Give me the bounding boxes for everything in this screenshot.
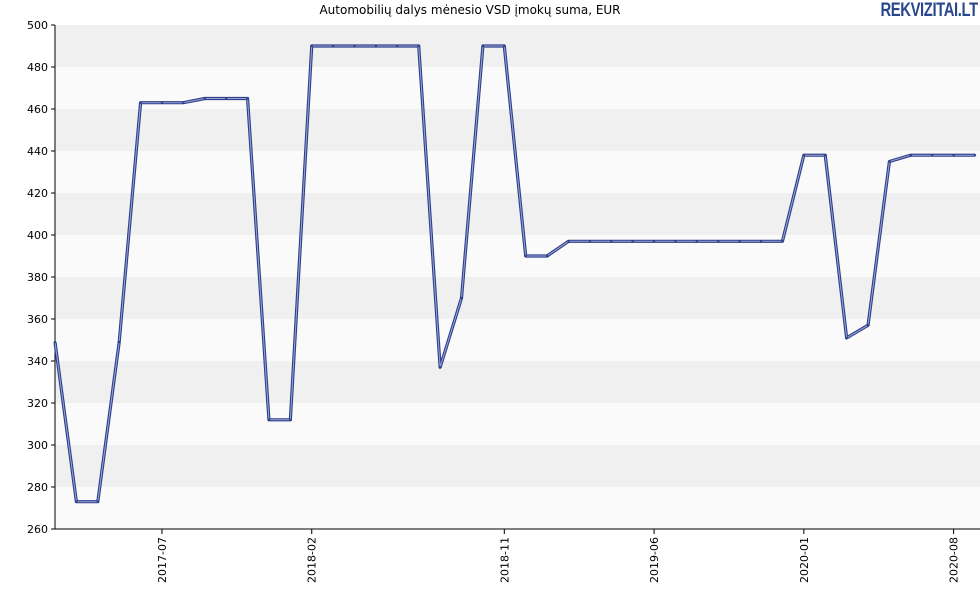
data-point (824, 154, 827, 157)
x-tick-label: 2019-06 (648, 537, 661, 583)
data-point (738, 240, 741, 243)
y-tick-label: 280 (27, 481, 48, 494)
data-point (460, 296, 463, 300)
grid-band (55, 235, 980, 277)
y-axis-ticks: 260 280 300 320 340 360 380 400 420 440 460 480 500 (27, 19, 55, 536)
data-point (224, 97, 228, 100)
y-tick-label: 420 (27, 187, 48, 200)
data-point (931, 154, 934, 157)
grid-band (55, 277, 980, 319)
series-line (54, 45, 975, 503)
data-point (759, 240, 763, 243)
x-tick-label: 2020-08 (948, 537, 961, 583)
x-tick-label: 2018-11 (498, 537, 511, 583)
data-point (267, 418, 271, 421)
y-tick-label: 260 (27, 523, 48, 536)
grid-band (55, 445, 980, 487)
x-tick-label: 2020-01 (798, 537, 811, 583)
data-point (481, 44, 485, 48)
y-tick-label: 320 (27, 397, 48, 410)
data-point (353, 44, 356, 48)
data-point (503, 44, 506, 48)
data-point (139, 101, 142, 104)
data-point (203, 97, 206, 100)
data-point (652, 240, 656, 243)
x-tick-label: 2017-07 (156, 537, 169, 583)
data-point (695, 240, 699, 243)
grid-band (55, 403, 980, 445)
data-point (53, 340, 57, 344)
grid-band (55, 193, 980, 235)
data-point (374, 44, 378, 48)
data-point (866, 324, 870, 327)
y-tick-label: 500 (27, 19, 48, 32)
x-tick-label: 2018-02 (306, 537, 319, 583)
data-point (909, 154, 913, 157)
data-point (246, 97, 249, 100)
data-point (610, 240, 613, 243)
y-tick-label: 400 (27, 229, 48, 242)
data-point (396, 44, 399, 48)
data-point (438, 366, 442, 369)
data-point (567, 240, 570, 243)
data-point (417, 44, 420, 48)
data-point (545, 254, 549, 258)
data-point (802, 154, 806, 157)
data-point (952, 154, 955, 157)
data-point (160, 101, 164, 104)
y-tick-label: 300 (27, 439, 48, 452)
y-tick-label: 440 (27, 145, 48, 158)
data-point (588, 240, 592, 243)
data-point (75, 500, 78, 503)
chart-title: Automobilių dalys mėnesio VSD įmokų suma… (319, 3, 621, 17)
y-tick-label: 340 (27, 355, 48, 368)
data-point (289, 418, 292, 421)
data-point (331, 44, 335, 48)
grid-band (55, 361, 980, 403)
grid-band (55, 487, 980, 529)
grid-bands (55, 25, 980, 529)
data-point (717, 240, 720, 243)
grid-band (55, 67, 980, 109)
y-tick-label: 380 (27, 271, 48, 284)
logo-tld-text: .LT (958, 0, 978, 21)
x-axis-ticks: 2017-07 2018-02 2018-11 2019-06 2020-01 2020-… (156, 529, 961, 583)
data-point (973, 154, 977, 157)
data-point (524, 254, 527, 258)
data-point (310, 44, 313, 48)
grid-band (55, 319, 980, 361)
data-point (631, 240, 634, 243)
data-point (117, 340, 121, 344)
y-tick-label: 460 (27, 103, 48, 116)
data-point (781, 240, 784, 243)
rekvizitai-logo[interactable]: REKVIZITAI.LT (880, 0, 979, 22)
grid-band (55, 109, 980, 151)
data-point (182, 101, 185, 104)
data-point (96, 500, 99, 503)
logo-main-text: REKVIZITAI (880, 0, 959, 21)
data-point (845, 336, 848, 340)
data-point (888, 160, 891, 163)
series-layer (53, 44, 977, 504)
data-point (674, 240, 677, 243)
grid-band (55, 25, 980, 67)
y-tick-label: 360 (27, 313, 48, 326)
y-tick-label: 480 (27, 61, 48, 74)
